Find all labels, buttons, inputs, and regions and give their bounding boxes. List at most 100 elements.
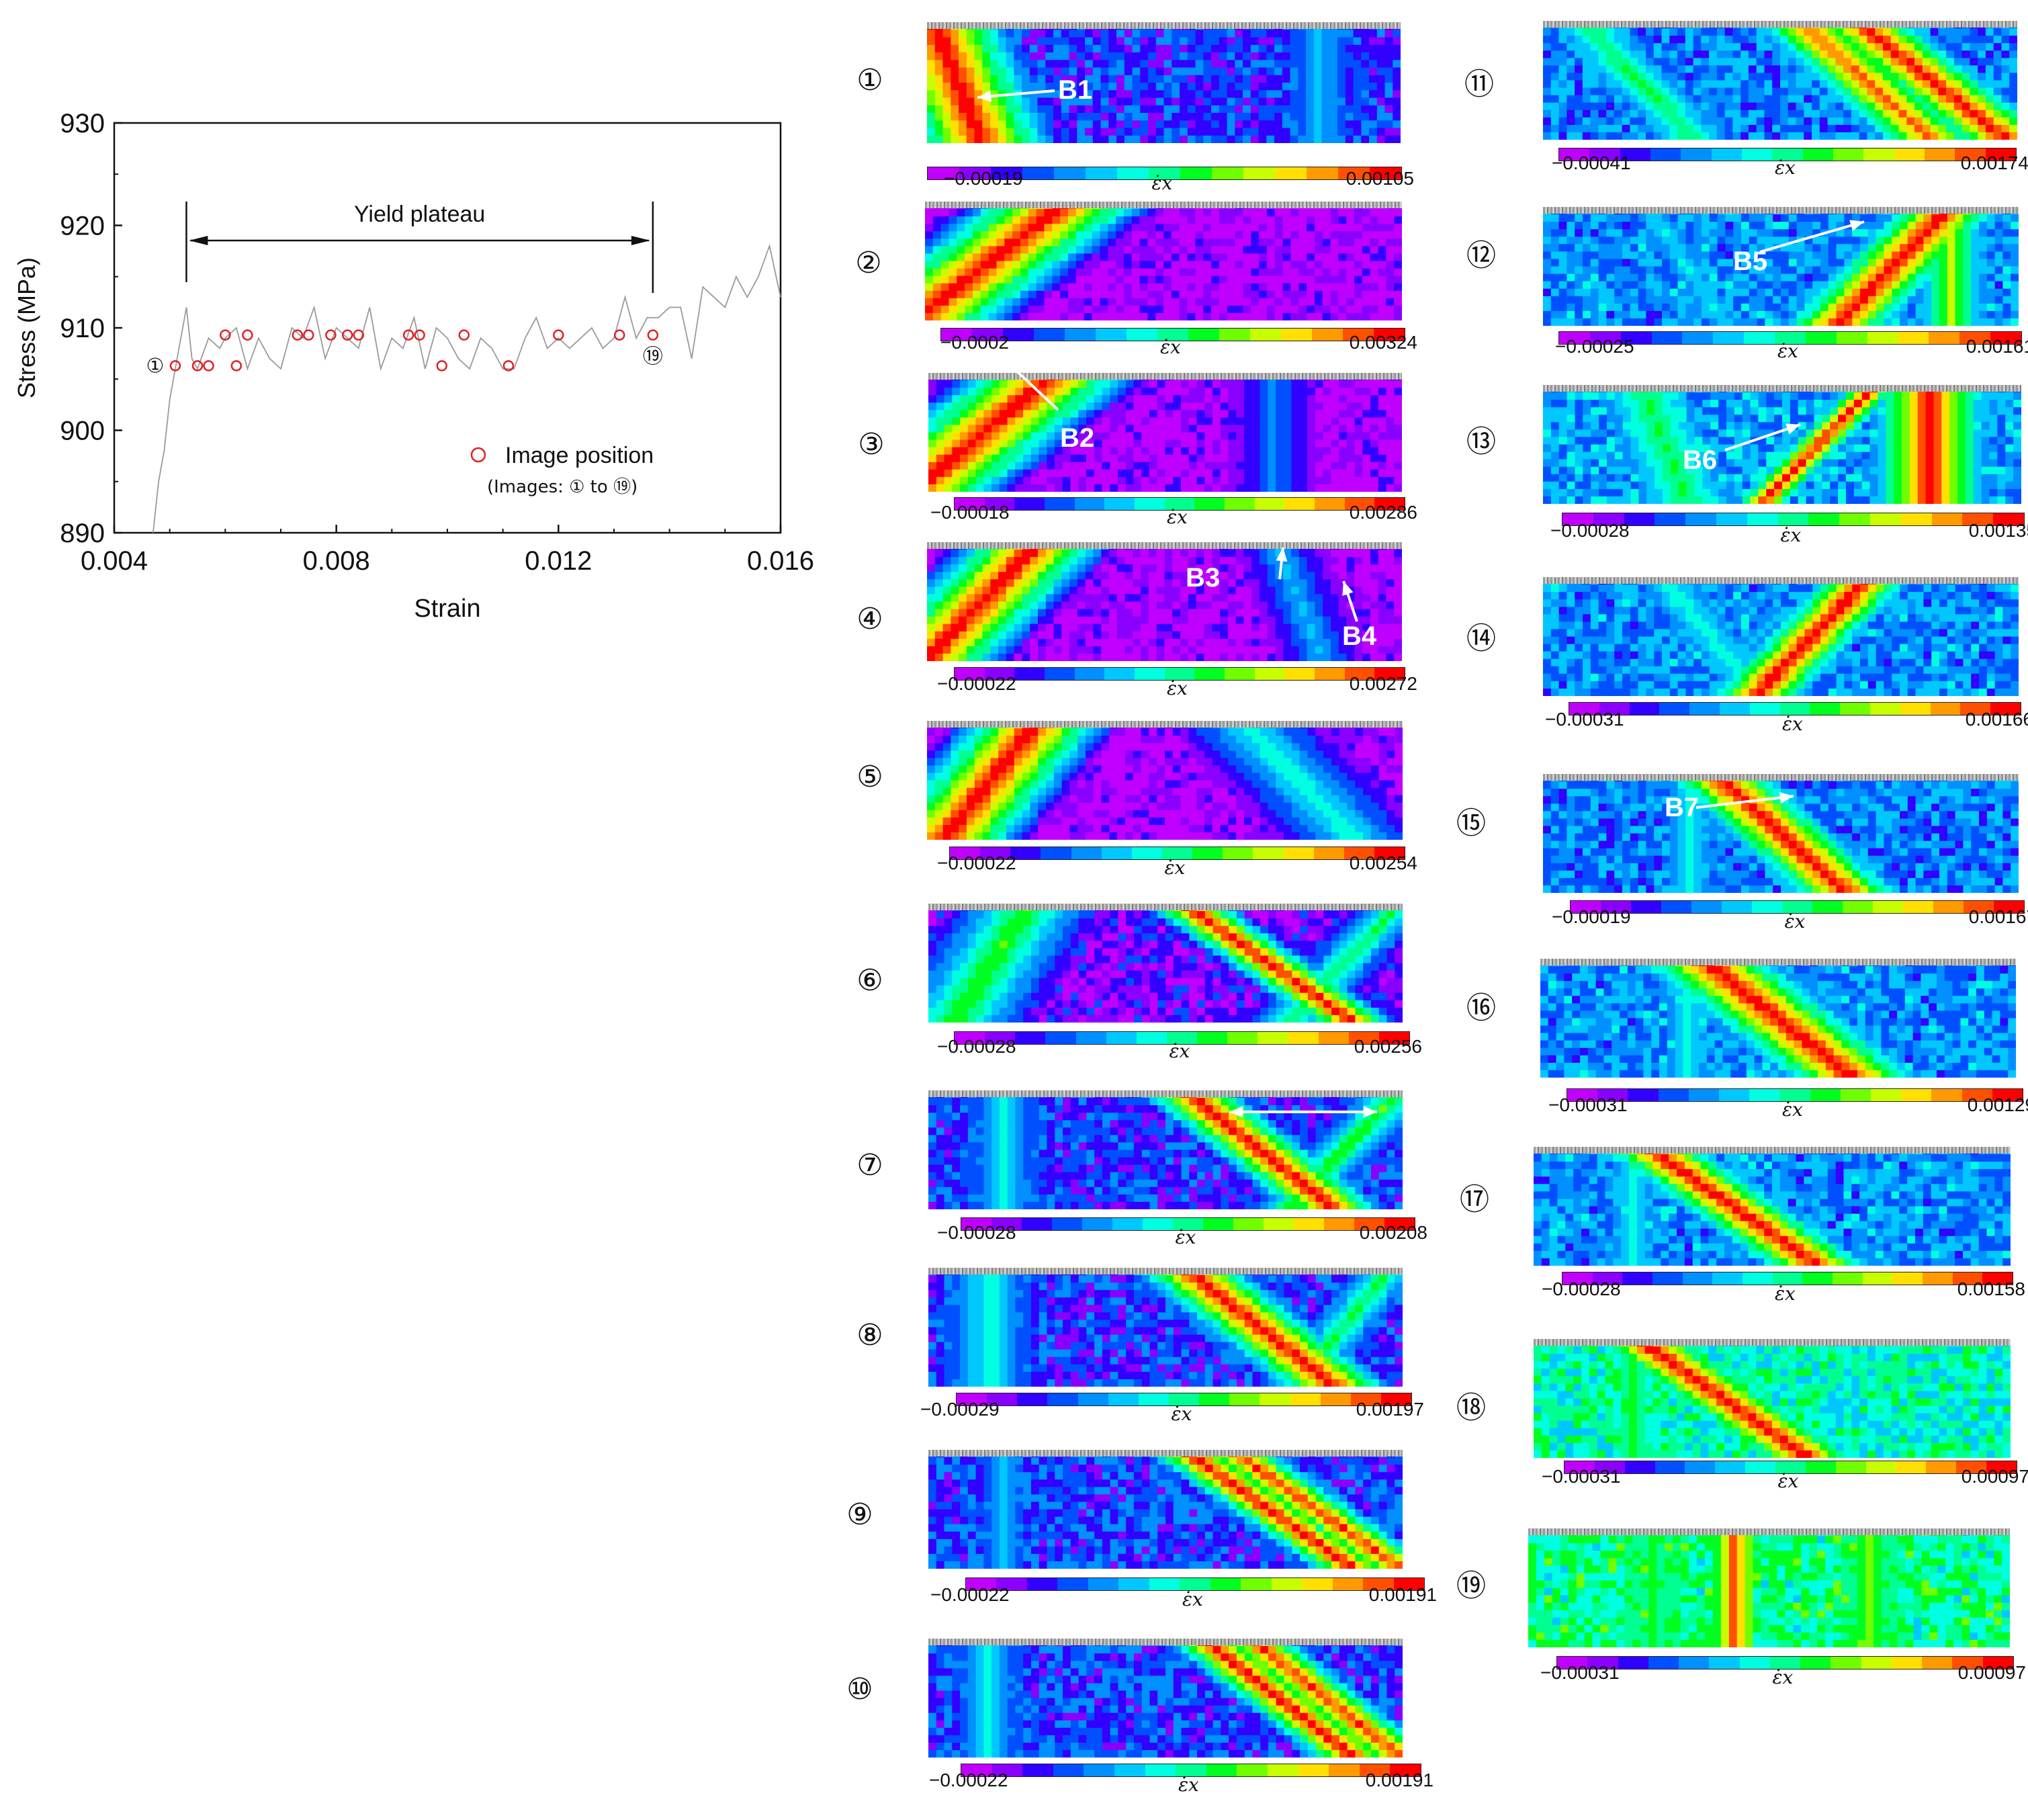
strain-rate-contour-18 — [1534, 1339, 2011, 1458]
colorbar-swatch — [1601, 901, 1631, 913]
colorbar-swatch — [1833, 1272, 1863, 1285]
colorbar-swatch — [1752, 901, 1782, 913]
colorbar-min: −0.00028 — [1542, 1279, 1621, 1299]
panel-number: ⑤ — [856, 760, 883, 794]
image-position-marker — [502, 360, 515, 372]
colorbar-swatch — [1149, 167, 1180, 179]
colorbar-min: −0.00031 — [1545, 709, 1624, 730]
colorbar-swatch — [1104, 498, 1135, 510]
colorbar-swatch — [1650, 148, 1681, 161]
colorbar — [927, 167, 1402, 180]
colorbar-swatch — [1267, 1764, 1298, 1776]
colorbar-quantity-label: ε̇x — [1777, 340, 1798, 362]
panel-number: ⑩ — [846, 1672, 873, 1706]
colorbar-swatch — [1135, 498, 1165, 510]
colorbar-swatch — [1219, 329, 1250, 341]
colorbar-swatch — [1229, 1393, 1260, 1405]
colorbar-swatch — [1127, 329, 1157, 341]
colorbar — [954, 667, 1405, 681]
specimen-edge — [928, 1639, 1403, 1645]
colorbar-swatch — [1138, 1393, 1169, 1405]
band-label-b6: B6 — [1683, 445, 1718, 475]
colorbar-swatch — [957, 1393, 987, 1405]
colorbar-swatch — [1225, 668, 1255, 680]
colorbar-swatch — [1993, 513, 2024, 525]
colorbar-swatch — [1810, 703, 1841, 715]
colorbar-swatch — [1045, 668, 1075, 680]
colorbar-swatch — [1284, 498, 1315, 510]
strain-rate-contour-11 — [1543, 21, 2017, 140]
colorbar-swatch — [1176, 1764, 1206, 1776]
colorbar-swatch — [1288, 1032, 1319, 1044]
colorbar — [1567, 1088, 2023, 1102]
colorbar-swatch — [1014, 668, 1045, 680]
colorbar-swatch — [1772, 148, 1803, 161]
colorbar-swatch — [1254, 498, 1285, 510]
colorbar — [965, 1577, 1425, 1591]
colorbar-swatch — [1233, 1218, 1264, 1230]
colorbar-swatch — [996, 1578, 1027, 1590]
specimen-edge — [1543, 21, 2017, 28]
colorbar-swatch — [1237, 1764, 1268, 1776]
colorbar-swatch — [1149, 1578, 1180, 1590]
colorbar-swatch — [1900, 703, 1931, 715]
strain-rate-contour-2 — [925, 202, 1402, 320]
colorbar-min: −0.00018 — [930, 502, 1010, 523]
colorbar-swatch — [1003, 329, 1034, 341]
colorbar-swatch — [1749, 1089, 1780, 1101]
colorbar-swatch — [1045, 1032, 1076, 1044]
colorbar-swatch — [1227, 1032, 1258, 1044]
colorbar-swatch — [1281, 329, 1312, 341]
colorbar — [954, 497, 1405, 511]
colorbar-swatch — [1374, 329, 1405, 341]
colorbar — [1569, 702, 2021, 716]
specimen-edge — [1540, 959, 2016, 965]
colorbar-min: −0.00028 — [1550, 520, 1630, 541]
colorbar — [961, 1764, 1421, 1777]
x-tick-label: 0.016 — [747, 546, 814, 576]
colorbar-swatch — [1312, 329, 1343, 341]
image-position-marker — [553, 329, 564, 341]
colorbar-swatch — [1250, 329, 1281, 341]
specimen-edge — [927, 22, 1401, 29]
colorbar-swatch — [1891, 1657, 1923, 1669]
colorbar-swatch — [1843, 901, 1873, 913]
colorbar-swatch — [1294, 1218, 1324, 1230]
colorbar-swatch — [1682, 332, 1714, 344]
colorbar-swatch — [1896, 1461, 1927, 1473]
colorbar-swatch — [1567, 1089, 1598, 1101]
colorbar-swatch — [1775, 332, 1806, 344]
colorbar-min: −0.00031 — [1542, 1466, 1621, 1487]
colorbar-swatch — [1318, 1032, 1349, 1044]
strain-rate-contour-9 — [928, 1450, 1403, 1569]
colorbar-swatch — [1329, 1764, 1360, 1776]
colorbar-swatch — [1065, 329, 1096, 341]
colorbar-swatch — [1688, 1089, 1720, 1101]
colorbar-swatch — [1180, 1578, 1210, 1590]
colorbar-swatch — [1867, 332, 1898, 344]
colorbar-swatch — [980, 847, 1011, 859]
colorbar-swatch — [1320, 1393, 1351, 1405]
colorbar — [1556, 1656, 2014, 1670]
image-position-marker — [242, 329, 253, 341]
colorbar-swatch — [1562, 1272, 1593, 1285]
colorbar-swatch — [1164, 668, 1195, 680]
colorbar-swatch — [1053, 1764, 1084, 1776]
colorbar-swatch — [1994, 901, 2024, 913]
y-tick-label: 930 — [60, 109, 105, 138]
specimen-edge — [928, 1090, 1403, 1097]
image-position-marker — [292, 329, 304, 341]
colorbar-swatch — [1628, 1089, 1659, 1101]
colorbar-swatch — [1210, 1578, 1241, 1590]
colorbar-swatch — [1836, 332, 1867, 344]
band-label-b5: B5 — [1733, 247, 1768, 276]
colorbar-swatch — [1986, 1461, 2017, 1473]
colorbar-swatch — [1086, 167, 1117, 179]
colorbar-swatch — [1629, 703, 1660, 715]
colorbar-swatch — [1772, 1272, 1803, 1285]
colorbar-swatch — [1982, 1657, 2013, 1669]
panel-number: ⑫ — [1466, 239, 1496, 273]
colorbar-swatch — [1865, 1461, 1896, 1473]
band-label-b3: B3 — [1186, 563, 1221, 593]
panel-number: ④ — [856, 602, 883, 636]
